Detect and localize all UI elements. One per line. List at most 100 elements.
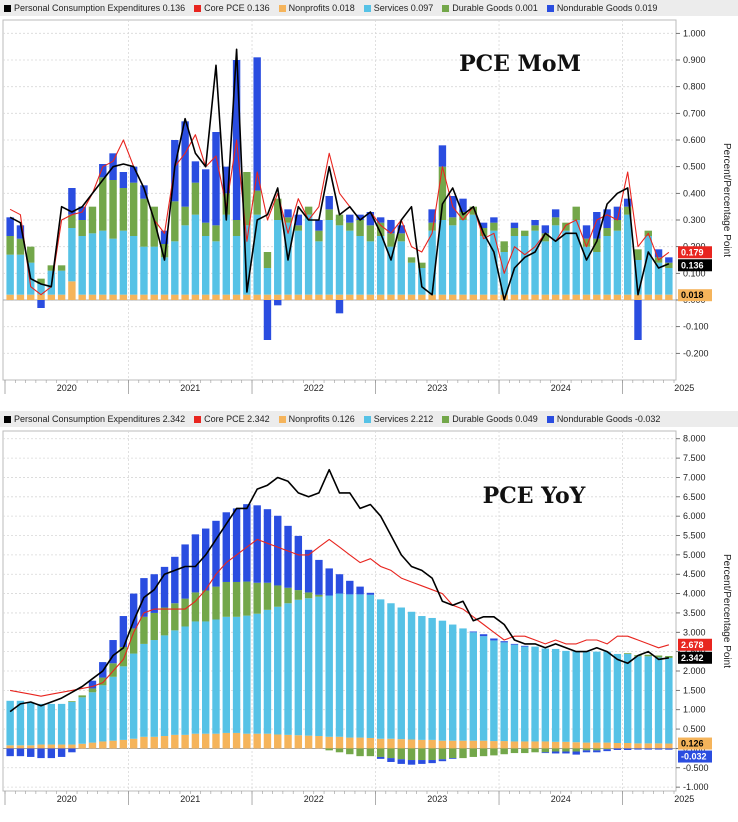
- yoy-bar-nonprofits: [37, 744, 45, 749]
- yoy-ytick-label: 0.500: [683, 724, 706, 734]
- yoy-bar-nondurable-goods: [376, 756, 385, 759]
- mom-bar-nonprofits: [623, 294, 632, 300]
- mom-bar-services: [366, 241, 375, 295]
- mom-bar-nonprofits: [160, 294, 169, 300]
- mom-bar-durable-goods: [284, 217, 292, 223]
- mom-bar-durable-goods: [88, 206, 97, 234]
- mom-ytick-label: 0.500: [683, 162, 706, 172]
- yoy-bar-services: [222, 616, 230, 733]
- yoy-value-tag: [678, 750, 712, 763]
- mom-bar-nondurable-goods: [387, 220, 395, 234]
- yoy-ytick-label: 3.000: [683, 627, 706, 637]
- yoy-bar-nondurable-goods: [551, 751, 560, 754]
- yoy-bar-services: [335, 593, 344, 737]
- yoy-bar-durable-goods: [593, 748, 601, 751]
- yoy-bar-nonprofits: [78, 743, 86, 749]
- yoy-bar-nonprofits: [490, 741, 498, 749]
- yoy-bar-nonprofits: [500, 741, 508, 749]
- yoy-bar-nondurable-goods: [68, 748, 76, 753]
- yoy-bar-nonprofits: [623, 743, 632, 749]
- legend-swatch: [442, 4, 450, 12]
- mom-ytick-label: 0.400: [683, 188, 706, 198]
- mom-bar-nonprofits: [387, 294, 395, 300]
- mom-bar-services: [16, 254, 25, 295]
- mom-bar-nondurable-goods: [191, 161, 200, 183]
- yoy-bar-nondurable-goods: [623, 748, 632, 750]
- yoy-bar-durable-goods: [500, 748, 508, 755]
- yoy-ytick-label: 2.000: [683, 666, 706, 676]
- yoy-bar-nondurable-goods: [387, 758, 395, 762]
- yoy-bar-services: [6, 700, 14, 746]
- mom-bar-durable-goods: [191, 182, 200, 215]
- yoy-bar-nondurable-goods: [171, 556, 179, 604]
- yoy-bar-nonprofits: [129, 738, 138, 749]
- mom-bar-durable-goods: [243, 172, 251, 226]
- yoy-bar-nonprofits: [171, 734, 179, 749]
- mom-bar-nonprofits: [201, 294, 210, 300]
- legend-entry: Services 0.097: [363, 3, 433, 13]
- yoy-bar-nondurable-goods: [191, 534, 200, 593]
- mom-bar-nonprofits: [459, 294, 467, 300]
- yoy-bar-durable-goods: [222, 581, 230, 617]
- mom-bar-nondurable-goods: [356, 214, 364, 220]
- yoy-bar-nondurable-goods: [582, 750, 591, 753]
- yoy-bar-nonprofits: [469, 740, 478, 749]
- mom-bar-nondurable-goods: [479, 222, 488, 228]
- yoy-value-tag-label: 2.342: [681, 653, 704, 663]
- mom-bar-services: [129, 236, 138, 295]
- yoy-bar-durable-goods: [366, 748, 375, 757]
- yoy-bar-durable-goods: [294, 590, 303, 600]
- mom-bar-services: [551, 225, 560, 295]
- mom-ytick-label: 1.000: [683, 28, 706, 38]
- mom-bar-nonprofits: [212, 294, 220, 300]
- legend-entry: Durable Goods 0.001: [442, 3, 538, 13]
- mom-bar-nonprofits: [366, 294, 375, 300]
- legend-label: Core PCE 0.136: [204, 3, 270, 13]
- yoy-bar-services: [418, 616, 426, 740]
- mom-bar-nondurable-goods: [212, 132, 220, 226]
- mom-bar-nondurable-goods: [37, 300, 45, 308]
- mom-bar-durable-goods: [634, 249, 642, 260]
- yoy-bar-nonprofits: [99, 741, 107, 749]
- legend-swatch: [194, 415, 202, 423]
- yoy-bar-nonprofits: [160, 736, 169, 749]
- yoy-bar-nonprofits: [284, 734, 292, 749]
- yoy-bar-durable-goods: [376, 748, 385, 757]
- yoy-bar-durable-goods: [119, 647, 128, 667]
- mom-bar-nonprofits: [644, 294, 652, 300]
- mom-bar-nonprofits: [603, 294, 611, 300]
- yoy-bar-services: [562, 650, 570, 742]
- yoy-bar-nonprofits: [263, 733, 272, 749]
- mom-bar-services: [191, 214, 200, 295]
- yoy-bar-nonprofits: [47, 744, 56, 749]
- mom-bar-nonprofits: [119, 294, 128, 300]
- yoy-bar-services: [366, 594, 375, 738]
- yoy-bar-services: [665, 657, 673, 744]
- yoy-bar-nonprofits: [366, 737, 375, 749]
- mom-value-tag: [678, 246, 712, 259]
- yoy-bar-durable-goods: [253, 582, 261, 614]
- yoy-bar-durable-goods: [304, 592, 313, 599]
- yoy-chart: -1.000-0.5000.0000.5001.0001.5002.0002.5…: [2, 430, 732, 805]
- mom-ytick-label: 0.600: [683, 135, 706, 145]
- mom-bar-nonprofits: [551, 294, 560, 300]
- mom-bar-nondurable-goods: [634, 300, 642, 340]
- yoy-bar-services: [243, 615, 251, 734]
- yoy-bar-services: [593, 651, 601, 743]
- mom-bar-durable-goods: [171, 201, 179, 242]
- mom-bar-nondurable-goods: [428, 209, 436, 223]
- mom-bar-durable-goods: [603, 228, 611, 236]
- yoy-bar-nondurable-goods: [263, 509, 272, 583]
- yoy-bar-nonprofits: [438, 740, 447, 749]
- mom-bar-services: [593, 252, 601, 295]
- mom-bar-nonprofits: [191, 294, 200, 300]
- yoy-bar-nonprofits: [603, 742, 611, 749]
- yoy-bar-durable-goods: [459, 748, 467, 759]
- legend-entry: Nondurable Goods 0.019: [546, 3, 657, 13]
- legend-entry: Nondurable Goods -0.032: [546, 414, 660, 424]
- yoy-bar-nonprofits: [27, 745, 35, 749]
- mom-bar-services: [119, 230, 128, 295]
- mom-bar-durable-goods: [119, 188, 128, 231]
- yoy-bar-nondurable-goods: [603, 749, 611, 752]
- legend-label: Durable Goods 0.049: [452, 414, 538, 424]
